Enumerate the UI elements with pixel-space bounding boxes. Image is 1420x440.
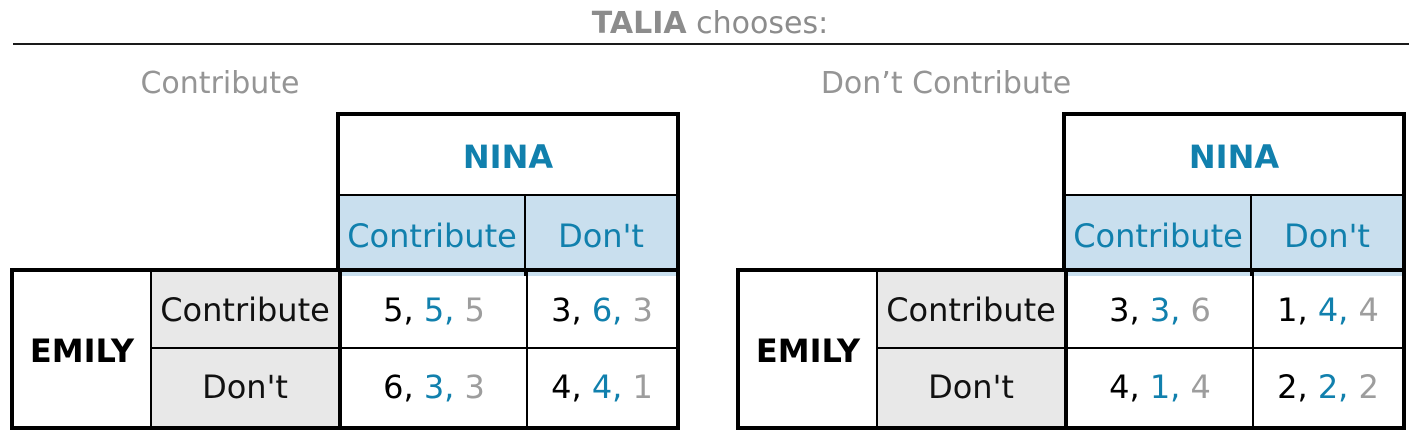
talia-name: TALIA — [591, 6, 687, 41]
talia-payoff: 5 — [464, 291, 485, 329]
nina-payoff: 1 — [1149, 368, 1171, 406]
emily-row-contribute: Contribute — [152, 272, 338, 349]
nina-header: NINA Contribute Don't — [1062, 112, 1406, 276]
payoff-cell: 6, 3, 3 — [342, 349, 528, 426]
nina-col-contribute: Contribute — [1066, 194, 1252, 276]
payoff-cell: 4, 4, 1 — [551, 368, 653, 406]
payoff-cell: 3, 3, 6 — [1068, 272, 1254, 349]
nina-payoff: 5 — [423, 291, 445, 329]
nina-payoff: 2 — [1317, 368, 1339, 406]
payoff-grid: EMILY Contribute Don't 3, 3, 6 1, 4, 4 4… — [736, 268, 1406, 430]
emily-payoff: 1 — [1277, 291, 1298, 329]
grid-divider — [1064, 272, 1068, 426]
panel-talia-contribute: Contribute NINA Contribute Don't EMILY C… — [10, 62, 690, 440]
nina-col-dont: Don't — [526, 194, 676, 276]
nina-payoff: 3 — [423, 368, 445, 406]
panel-title: Contribute — [140, 66, 300, 101]
payoff-cell: 5, 5, 5 — [342, 272, 528, 349]
emily-label: EMILY — [14, 272, 152, 426]
nina-col-dont: Don't — [1252, 194, 1402, 276]
grid-divider — [338, 272, 342, 426]
nina-col-contribute: Contribute — [340, 194, 526, 276]
emily-label: EMILY — [740, 272, 878, 426]
nina-label: NINA — [462, 138, 554, 176]
payoff-cell: 3, 6, 3 — [528, 272, 676, 349]
talia-payoff: 1 — [632, 368, 653, 406]
talia-payoff: 3 — [632, 291, 653, 329]
emily-payoff: 4 — [551, 368, 572, 406]
payoff-cell: 4, 1, 4 — [1068, 349, 1254, 426]
nina-label: NINA — [1188, 138, 1280, 176]
heading-rule — [13, 43, 1409, 45]
panel-title: Don’t Contribute — [820, 66, 1072, 101]
emily-payoff: 3 — [1109, 291, 1130, 329]
talia-payoff: 6 — [1190, 291, 1211, 329]
nina-payoff: 4 — [1317, 291, 1339, 329]
nina-payoff: 6 — [591, 291, 613, 329]
payoff-grid: EMILY Contribute Don't 5, 5, 5 3, 6, 3 6… — [10, 268, 680, 430]
emily-payoff: 4 — [1109, 368, 1130, 406]
talia-heading: TALIA chooses: — [0, 4, 1420, 44]
emily-payoff: 3 — [551, 291, 572, 329]
talia-payoff: 4 — [1358, 291, 1379, 329]
panel-talia-dont-contribute: Don’t Contribute NINA Contribute Don't E… — [736, 62, 1416, 440]
emily-row-dont: Don't — [152, 349, 338, 426]
emily-row-contribute: Contribute — [878, 272, 1064, 349]
nina-payoff: 3 — [1149, 291, 1171, 329]
payoff-cell: 2, 2, 2 — [1277, 368, 1379, 406]
talia-payoff: 4 — [1190, 368, 1211, 406]
emily-payoff: 6 — [383, 368, 404, 406]
emily-row-dont: Don't — [878, 349, 1064, 426]
nina-header: NINA Contribute Don't — [336, 112, 680, 276]
emily-payoff: 2 — [1277, 368, 1298, 406]
chooses-text: chooses: — [696, 6, 829, 41]
talia-payoff: 2 — [1358, 368, 1379, 406]
talia-payoff: 3 — [464, 368, 485, 406]
payoff-cell: 1, 4, 4 — [1254, 272, 1402, 349]
nina-payoff: 4 — [591, 368, 613, 406]
emily-payoff: 5 — [383, 291, 404, 329]
